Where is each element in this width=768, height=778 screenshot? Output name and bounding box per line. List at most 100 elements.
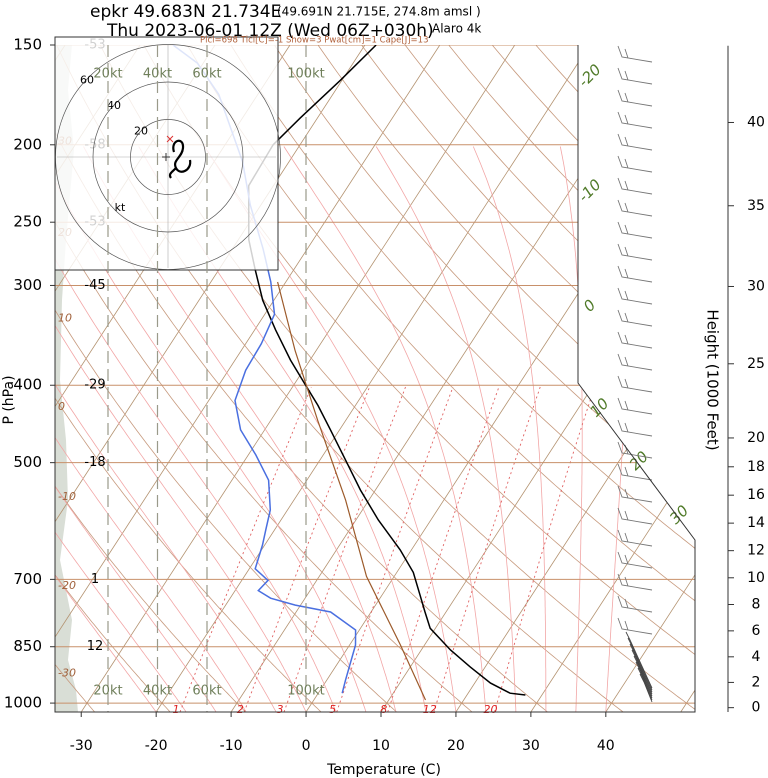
y2-tick-label: 16 xyxy=(747,487,765,503)
wind-barb xyxy=(617,463,653,481)
wind-barbs xyxy=(617,45,653,703)
mixing-ratio-label: 20 xyxy=(484,703,498,716)
mixing-ratio-label: 8 xyxy=(380,703,387,716)
model-name: Alaro 4k xyxy=(432,22,481,36)
mixing-ratio-line xyxy=(336,386,454,712)
dry-adiabat-label: -10 xyxy=(58,490,76,503)
x-tick-label: -20 xyxy=(145,738,168,754)
y-axis-title: P (hPa) xyxy=(1,375,17,424)
dry-adiabat-label: -20 xyxy=(58,579,76,592)
mixing-ratio-label: 12 xyxy=(423,703,437,716)
isotherm xyxy=(530,45,695,712)
axes xyxy=(50,44,734,717)
isotherm-label: 30 xyxy=(666,502,692,528)
hodograph-ring-label: 20 xyxy=(134,125,148,138)
moist-adiabat xyxy=(55,146,247,712)
y-tick-label: 1000 xyxy=(4,694,42,712)
hodograph-trace xyxy=(168,139,192,179)
x-axis-title: Temperature (C) xyxy=(326,762,441,778)
x-tick-label: -10 xyxy=(220,738,243,754)
dry-adiabat xyxy=(186,45,695,712)
dry-adiabat xyxy=(99,45,695,712)
hodograph-marker xyxy=(162,153,170,161)
dry-adiabat-label: 0 xyxy=(58,400,65,413)
wind-barb xyxy=(633,655,653,697)
speed-label: 60kt xyxy=(192,67,221,82)
moist-adiabat xyxy=(55,146,367,712)
moist-adiabat xyxy=(204,146,457,712)
mixing-ratio-label: 5 xyxy=(329,703,336,716)
y-tick-label: 850 xyxy=(13,637,42,655)
y2-tick-label: 6 xyxy=(752,623,761,639)
mixing-ratio-line xyxy=(179,386,312,712)
y2-tick-label: 2 xyxy=(752,674,761,690)
level-temperature: -29 xyxy=(84,378,105,393)
wind-barb xyxy=(617,353,653,371)
dry-adiabat xyxy=(55,45,246,712)
moist-adiabat xyxy=(375,146,517,712)
wind-barb xyxy=(617,309,653,327)
dry-adiabat xyxy=(55,45,171,712)
wind-barb xyxy=(639,673,653,703)
moist-adiabat xyxy=(55,146,277,712)
dry-adiabat xyxy=(317,45,695,712)
mixing-ratio-line xyxy=(387,386,500,712)
level-temperature: -45 xyxy=(84,278,105,293)
hodograph-ring-label: 60 xyxy=(80,74,94,87)
moist-adiabat xyxy=(83,146,397,712)
isotherm xyxy=(55,45,366,712)
level-temperature: 1 xyxy=(91,572,99,587)
moist-adiabat xyxy=(138,146,427,712)
dry-adiabat xyxy=(55,45,322,712)
isotherm xyxy=(155,45,591,712)
y2-tick-label: 30 xyxy=(747,278,765,294)
moist-adiabat xyxy=(559,146,583,712)
mixing-ratio-label: 2 xyxy=(237,703,244,716)
mixing-ratio-line xyxy=(433,386,541,712)
wind-barb xyxy=(617,45,653,63)
wind-barb xyxy=(631,649,653,695)
wind-barb xyxy=(617,177,653,195)
x-tick-label: 40 xyxy=(597,738,615,754)
mixing-ratio-line xyxy=(494,386,595,712)
level-temperature: 12 xyxy=(87,639,104,654)
wind-barb xyxy=(617,89,653,107)
y2-tick-label: 4 xyxy=(752,649,761,665)
wind-barb xyxy=(617,617,653,635)
wind-barb xyxy=(617,331,653,349)
mixing-ratio-label: 1 xyxy=(172,703,179,716)
x-tick-label: 30 xyxy=(522,738,540,754)
wind-barb xyxy=(617,265,653,283)
hodograph-marker xyxy=(166,135,174,143)
dry-adiabat xyxy=(361,45,695,712)
isotherm-label: 10 xyxy=(586,395,612,421)
level-temperature: -18 xyxy=(84,455,105,470)
speed-label: 40kt xyxy=(143,684,172,699)
isotherm-label: 0 xyxy=(580,296,599,315)
wind-barb xyxy=(629,643,653,693)
y2-axis-title: Height (1000 Feet) xyxy=(704,309,722,450)
moist-adiabat xyxy=(605,146,633,712)
wind-barb xyxy=(617,507,653,525)
moist-adiabat xyxy=(283,146,487,712)
wind-barb xyxy=(617,67,653,85)
y2-tick-label: 35 xyxy=(747,198,765,214)
dry-adiabat-label: -30 xyxy=(58,666,76,679)
x-tick-label: -30 xyxy=(70,738,93,754)
y2-tick-label: 8 xyxy=(752,597,761,613)
speed-label: 100kt xyxy=(287,684,324,699)
hodograph-ring xyxy=(130,119,206,195)
wind-barb xyxy=(617,111,653,129)
y2-tick-label: 0 xyxy=(752,700,761,716)
y-tick-label: 250 xyxy=(13,213,42,231)
speed-label: 20kt xyxy=(93,67,122,82)
wind-barb xyxy=(617,287,653,305)
dry-adiabat xyxy=(55,45,548,712)
dry-adiabat xyxy=(230,45,695,712)
wind-barb xyxy=(617,199,653,217)
wind-barb xyxy=(617,419,653,437)
wind-barb xyxy=(617,595,653,613)
moist-adiabat xyxy=(55,146,187,712)
y2-tick-label: 14 xyxy=(747,515,765,531)
wind-barb xyxy=(617,529,653,547)
